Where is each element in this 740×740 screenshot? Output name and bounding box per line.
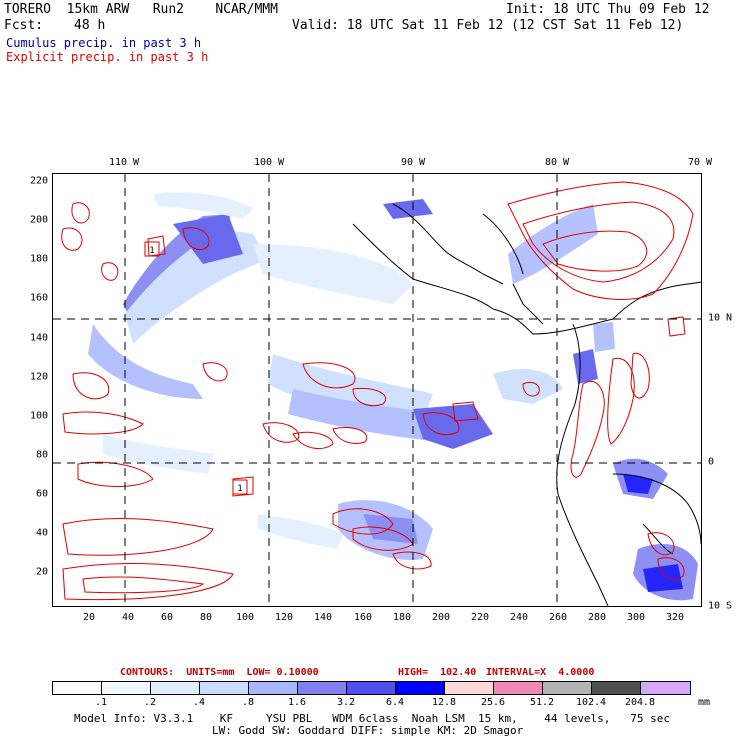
colorbar-level: .4 [192,697,206,708]
x-tick: 120 [274,612,294,623]
x-tick: 140 [313,612,333,623]
colorbar-units: mm [698,697,711,708]
colorbar-level: 25.6 [480,697,506,708]
lat-label-10s: 10 S [708,600,733,612]
cumulus-legend: Cumulus precip. in past 3 h [6,36,202,50]
box-label: 1 [237,484,242,494]
y-tick: 200 [29,214,48,226]
y-tick: 20 [35,566,48,578]
colorbar-swatch [298,682,347,694]
colorbar-level: .8 [241,697,255,708]
lon-label-70w: 70 W [687,157,713,168]
colorbar-swatch [347,682,396,694]
x-tick: 100 [235,612,255,623]
colorbar-level: 51.2 [529,697,555,708]
y-tick: 180 [29,253,48,265]
x-tick: 180 [392,612,412,623]
colorbar-swatch [102,682,151,694]
contour-high: HIGH= 102.40 [398,667,477,678]
lat-label-10n: 10 N [708,312,733,324]
contour-units: CONTOURS: UNITS=mm LOW= 0.10000 [120,667,319,678]
x-tick: 40 [121,612,135,623]
lat-label-0: 0 [708,456,715,468]
forecast-label: Fcst: [4,18,44,33]
colorbar-swatch [151,682,200,694]
colorbar-swatch [543,682,592,694]
colorbar-swatch [396,682,445,694]
box-markers [144,241,248,495]
cumulus-shading [88,192,698,601]
y-tick: 160 [29,292,48,304]
y-tick: 40 [35,527,48,539]
lon-label-100w: 100 W [253,157,285,168]
y-tick: 80 [35,449,48,461]
x-tick: 280 [587,612,607,623]
colorbar-swatch [592,682,641,694]
colorbar-level: 12.8 [431,697,457,708]
x-tick: 80 [199,612,213,623]
colorbar-level: .1 [94,697,108,708]
colorbar-level: 6.4 [385,697,405,708]
graticule [53,174,701,606]
lon-label-90w: 90 W [400,157,426,168]
x-tick: 20 [82,612,96,623]
precip-colorbar [52,681,691,695]
coastline [352,203,701,606]
model-info: Model Info: V3.3.1 KF YSU PBL WDM 6class… [74,712,671,725]
y-tick: 140 [29,332,48,344]
y-tick: 100 [29,410,48,422]
colorbar-level: 1.6 [287,697,307,708]
colorbar-level: 204.8 [624,697,656,708]
x-tick: 60 [160,612,174,623]
lon-label-110w: 110 W [108,157,140,168]
colorbar-swatch [494,682,543,694]
colorbar-swatch [53,682,102,694]
x-tick: 320 [665,612,685,623]
box-label: 1 [149,246,154,256]
x-tick: 220 [470,612,490,623]
y-tick: 120 [29,371,48,383]
x-tick: 260 [548,612,568,623]
model-title: TORERO 15km ARW Run2 NCAR/MMM [4,2,278,17]
colorbar-swatch [200,682,249,694]
y-tick: 220 [29,175,48,187]
precip-map: 1 1 [52,173,702,607]
x-tick: 240 [509,612,529,623]
colorbar-level: 3.2 [336,697,356,708]
contour-interval: INTERVAL=X 4.0000 [486,667,595,678]
init-time: Init: 18 UTC Thu 09 Feb 12 [506,2,710,17]
x-tick: 160 [353,612,373,623]
explicit-contours [61,181,694,601]
x-tick: 200 [431,612,451,623]
colorbar-swatch [445,682,494,694]
valid-time: Valid: 18 UTC Sat 11 Feb 12 (12 CST Sat … [292,18,684,33]
y-tick: 60 [35,488,48,500]
explicit-legend: Explicit precip. in past 3 h [6,50,209,64]
x-tick: 300 [626,612,646,623]
colorbar-level: 102.4 [575,697,607,708]
colorbar-swatch [641,682,690,694]
colorbar-swatch [249,682,298,694]
forecast-hour: 48 h [74,18,106,33]
physics-info: LW: Godd SW: Goddard DIFF: simple KM: 2D… [212,724,524,737]
lon-label-80w: 80 W [544,157,570,168]
colorbar-level: .2 [143,697,157,708]
